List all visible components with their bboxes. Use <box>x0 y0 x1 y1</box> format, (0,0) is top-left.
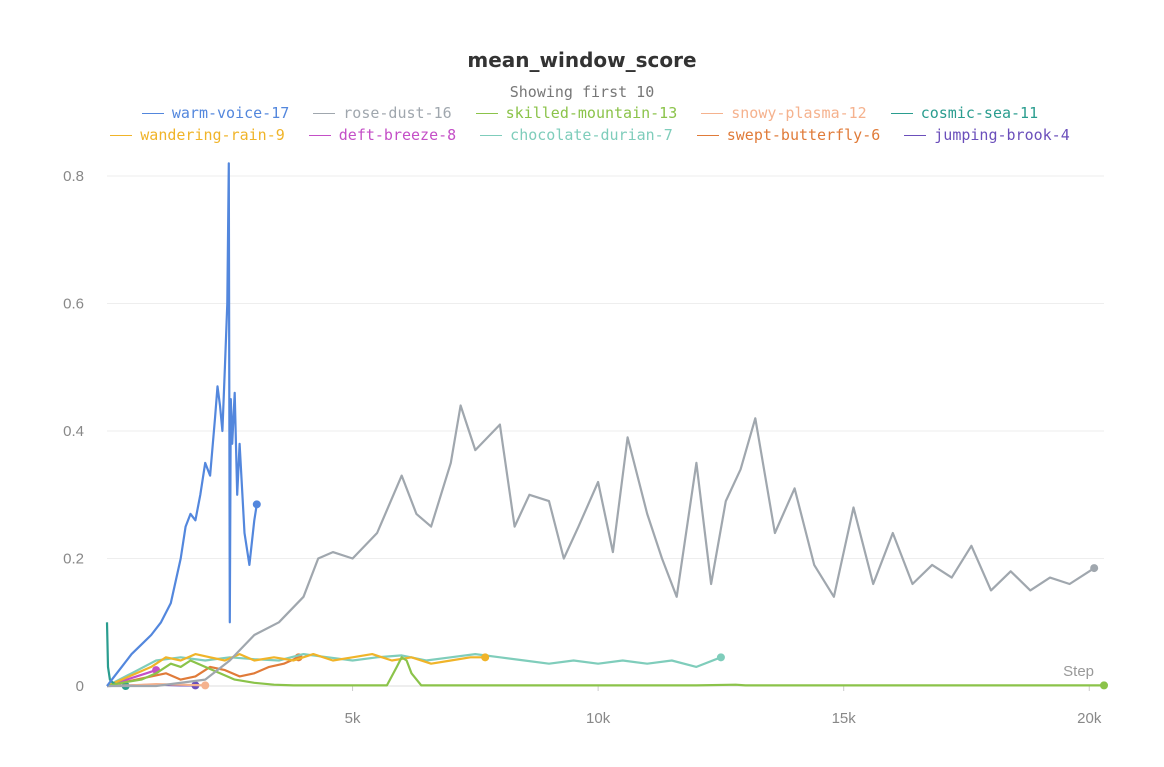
chart-legend: warm-voice-17 rose-dust-16 skilled-mountai… <box>40 102 1140 146</box>
series-endpoint-warm-voice-17 <box>252 500 261 509</box>
x-tick-label: 15k <box>832 710 857 727</box>
legend-label: wandering-rain-9 <box>140 126 285 144</box>
y-tick-label: 0.2 <box>63 551 84 568</box>
legend-swatch <box>313 112 336 114</box>
legend-swatch <box>480 134 503 136</box>
x-tick-label: 5k <box>345 710 361 727</box>
series-endpoint-wandering-rain-9 <box>481 653 490 662</box>
legend-label: snowy-plasma-12 <box>731 104 867 122</box>
series-endpoint-snowy-plasma-12 <box>201 681 210 690</box>
y-tick-label: 0.4 <box>63 423 84 440</box>
legend-label: warm-voice-17 <box>171 104 290 122</box>
legend-swatch <box>904 134 927 136</box>
legend-swatch <box>890 112 913 114</box>
series-line-cosmic-sea-11 <box>105 622 126 688</box>
series-endpoint-skilled-mountain-13 <box>1100 681 1108 690</box>
legend-row: wandering-rain-9 deft-breeze-8 chocolate-d… <box>40 124 1140 146</box>
legend-item[interactable]: wandering-rain-9 <box>110 126 285 144</box>
legend-item[interactable]: swept-butterfly-6 <box>696 126 881 144</box>
legend-swatch <box>308 134 331 136</box>
series-line-skilled-mountain-13 <box>106 656 1104 688</box>
legend-swatch <box>701 112 724 114</box>
y-tick-label: 0.8 <box>63 168 84 185</box>
y-tick-label: 0.6 <box>63 296 84 313</box>
x-tick-label: 20k <box>1077 710 1102 727</box>
chart-title: mean_window_score <box>467 48 697 72</box>
legend-label: jumping-brook-4 <box>934 126 1070 144</box>
legend-swatch <box>110 134 133 136</box>
legend-swatch <box>475 112 498 114</box>
legend-item[interactable]: chocolate-durian-7 <box>480 126 673 144</box>
chart-subtitle: Showing first 10 <box>509 83 655 101</box>
x-tick-label: 10k <box>586 710 611 727</box>
tick-labels: 0 0.2 0.4 0.6 0.8 5k 10k 15k 20k <box>63 168 1102 727</box>
series-layer <box>105 162 1108 690</box>
legend-swatch <box>696 134 719 136</box>
legend-label: cosmic-sea-11 <box>920 104 1039 122</box>
legend-item[interactable]: rose-dust-16 <box>313 104 452 122</box>
legend-item[interactable]: jumping-brook-4 <box>904 126 1070 144</box>
series-endpoint-rose-dust-16 <box>1090 564 1099 573</box>
series-line-warm-voice-17 <box>106 162 258 687</box>
legend-label: skilled-mountain-13 <box>505 104 678 122</box>
legend-swatch <box>141 112 164 114</box>
x-axis-label: Step <box>1063 663 1094 680</box>
legend-label: swept-butterfly-6 <box>726 126 881 144</box>
legend-item[interactable]: warm-voice-17 <box>141 104 290 122</box>
legend-item[interactable]: cosmic-sea-11 <box>890 104 1039 122</box>
series-line-wandering-rain-9 <box>106 653 486 688</box>
legend-item[interactable]: deft-breeze-8 <box>308 126 457 144</box>
legend-item[interactable]: skilled-mountain-13 <box>475 104 678 122</box>
legend-item[interactable]: snowy-plasma-12 <box>701 104 867 122</box>
series-endpoint-chocolate-durian-7 <box>716 653 725 662</box>
legend-label: deft-breeze-8 <box>338 126 457 144</box>
legend-label: rose-dust-16 <box>343 104 452 122</box>
legend-label: chocolate-durian-7 <box>510 126 673 144</box>
y-tick-label: 0 <box>76 678 84 695</box>
legend-row: warm-voice-17 rose-dust-16 skilled-mountai… <box>40 102 1140 124</box>
grid-lines <box>107 175 1104 691</box>
series-line-rose-dust-16 <box>107 404 1095 688</box>
